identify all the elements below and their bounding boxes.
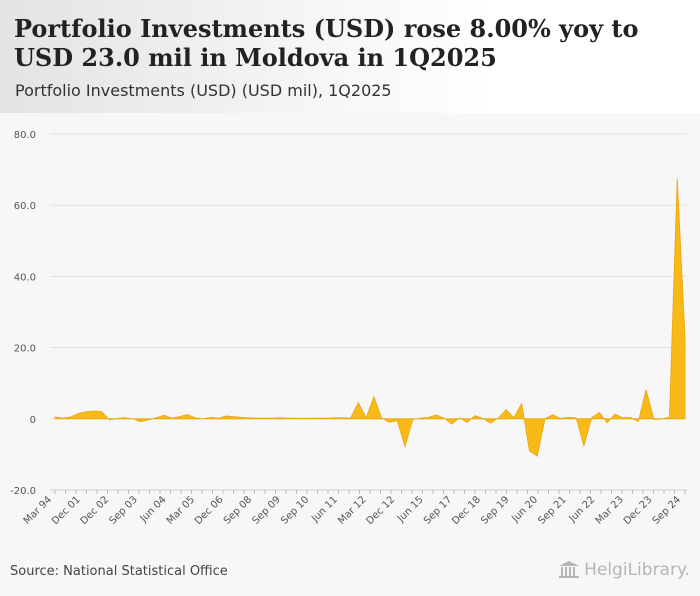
x-tick-label: Sep 21: [536, 494, 568, 526]
series-area: [54, 178, 686, 457]
y-tick-label: 0: [30, 415, 36, 426]
y-tick-label: 20.0: [14, 344, 36, 355]
y-tick-label: -20.0: [10, 486, 36, 497]
x-tick-label: Dec 02: [79, 494, 112, 527]
x-tick-label: Dec 06: [193, 494, 226, 527]
helgi-library-logo: HelgiLibrary.: [558, 560, 690, 580]
logo-text: HelgiLibrary.: [584, 560, 690, 580]
x-tick-label: Sep 17: [422, 494, 454, 526]
chart-header: Portfolio Investments (USD) rose 8.00% y…: [0, 0, 700, 113]
plot-background: [0, 113, 700, 553]
x-tick-label: Jun 11: [309, 494, 340, 525]
chart-subtitle: Portfolio Investments (USD) (USD mil), 1…: [15, 81, 392, 100]
x-tick-label: Sep 24: [651, 494, 683, 526]
x-tick-label: Jun 15: [395, 494, 426, 525]
library-building-icon: [559, 561, 580, 578]
x-tick-label: Sep 08: [222, 494, 254, 526]
x-tick-label: Mar 12: [336, 494, 368, 526]
chart-title: Portfolio Investments (USD) rose 8.00% y…: [14, 14, 639, 72]
x-tick-label: Mar 94: [22, 494, 54, 526]
x-tick-label: Sep 09: [250, 494, 282, 526]
x-tick-label: Mar 23: [594, 494, 626, 526]
x-tick-label: Jun 22: [567, 494, 598, 525]
y-tick-label: 40.0: [14, 272, 36, 283]
x-tick-label: Dec 18: [450, 494, 483, 527]
x-tick-label: Dec 23: [622, 494, 655, 527]
y-tick-label: 60.0: [14, 201, 36, 212]
x-tick-label: Mar 05: [165, 494, 197, 526]
x-tick-label: Dec 01: [50, 494, 83, 527]
x-tick-label: Jun 04: [138, 494, 169, 525]
y-tick-label: 80.0: [14, 130, 36, 141]
source-note: Source: National Statistical Office: [10, 564, 228, 579]
x-tick-label: Sep 19: [479, 494, 511, 526]
x-tick-label: Dec 12: [364, 494, 397, 527]
x-tick-label: Sep 03: [108, 494, 140, 526]
x-tick-label: Sep 10: [279, 494, 311, 526]
x-tick-label: Jun 20: [509, 494, 540, 525]
